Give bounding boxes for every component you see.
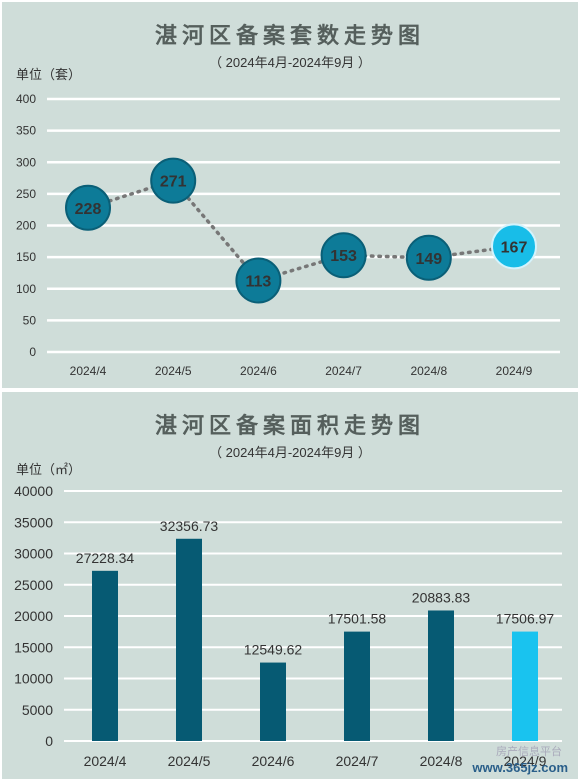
x-tick-label: 2024/6 [252, 753, 295, 769]
y-tick-label: 350 [16, 124, 36, 138]
chart-title: 湛河区备案套数走势图 [154, 23, 425, 48]
bar [344, 631, 370, 741]
data-label: 271 [160, 174, 187, 191]
data-point [491, 223, 537, 270]
bar [176, 538, 202, 741]
bar [428, 610, 454, 741]
y-tick-label: 200 [16, 219, 36, 233]
data-point [65, 184, 111, 231]
x-tick-label: 2024/5 [168, 753, 211, 769]
x-tick-label: 2024/7 [325, 364, 362, 378]
data-label: 149 [415, 251, 442, 268]
y-axis-unit: 单位（套） [16, 67, 82, 82]
bar [92, 570, 118, 741]
x-tick-label: 2024/9 [504, 753, 547, 769]
data-label: 12549.62 [244, 642, 303, 658]
units-line-chart: 0 50 100 150 200 250 300 350 400 2024/4 2024/5 2024… [16, 92, 560, 378]
y-tick-label: 0 [29, 345, 36, 359]
data-label: 17506.97 [496, 611, 555, 627]
data-point [150, 157, 197, 204]
data-point [235, 257, 282, 304]
y-tick-label: 5000 [22, 702, 53, 718]
chart-title: 湛河区备案面积走势图 [154, 413, 425, 438]
bar [260, 662, 286, 741]
data-label: 228 [75, 201, 102, 218]
y-tick-label: 25000 [14, 577, 53, 593]
y-tick-label: 40000 [14, 483, 53, 499]
y-tick-label: 400 [16, 92, 36, 106]
data-label: 32356.73 [160, 518, 219, 534]
data-label: 153 [330, 248, 357, 265]
x-tick-label: 2024/4 [84, 753, 127, 769]
y-tick-label: 15000 [14, 639, 53, 655]
bar [512, 631, 538, 741]
area-bar-chart: 0 5000 10000 15000 20000 25000 30000 35000 40000… [14, 483, 562, 769]
chart-subtitle: （ 2024年4月-2024年9月 ） [209, 55, 371, 70]
x-tick-label: 2024/5 [155, 364, 192, 378]
y-tick-label: 30000 [14, 546, 53, 562]
y-tick-label: 10000 [14, 671, 53, 687]
x-tick-label: 2024/8 [420, 753, 463, 769]
y-tick-label: 0 [45, 733, 53, 749]
x-tick-label: 2024/6 [240, 364, 277, 378]
data-label: 113 [245, 274, 271, 291]
x-tick-label: 2024/7 [336, 753, 379, 769]
area-chart-panel: 湛河区备案面积走势图 （ 2024年4月-2024年9月 ） 单位（㎡） 0 50… [2, 392, 578, 779]
data-point [320, 232, 367, 279]
data-label: 17501.58 [328, 611, 387, 627]
watermark: www.365jz.com [472, 760, 568, 775]
y-axis-unit: 单位（㎡） [16, 462, 82, 477]
data-label: 27228.34 [76, 550, 135, 566]
y-tick-label: 150 [16, 250, 36, 264]
x-tick-label: 2024/8 [410, 364, 447, 378]
x-tick-label: 2024/4 [70, 364, 107, 378]
y-tick-label: 35000 [14, 514, 53, 530]
x-tick-label: 2024/9 [496, 364, 533, 378]
y-tick-label: 50 [23, 313, 37, 327]
data-label: 167 [501, 239, 528, 256]
units-chart-panel: 湛河区备案套数走势图 （ 2024年4月-2024年9月 ） 单位（套） 0 50… [2, 2, 578, 388]
data-point [405, 234, 452, 281]
y-tick-label: 250 [16, 187, 36, 201]
y-tick-label: 100 [16, 282, 36, 296]
watermark-faint: 房产信息平台 [496, 746, 562, 758]
data-label: 20883.83 [412, 589, 471, 605]
y-tick-label: 300 [16, 155, 36, 169]
chart-subtitle: （ 2024年4月-2024年9月 ） [209, 445, 371, 460]
y-tick-label: 20000 [14, 608, 53, 624]
